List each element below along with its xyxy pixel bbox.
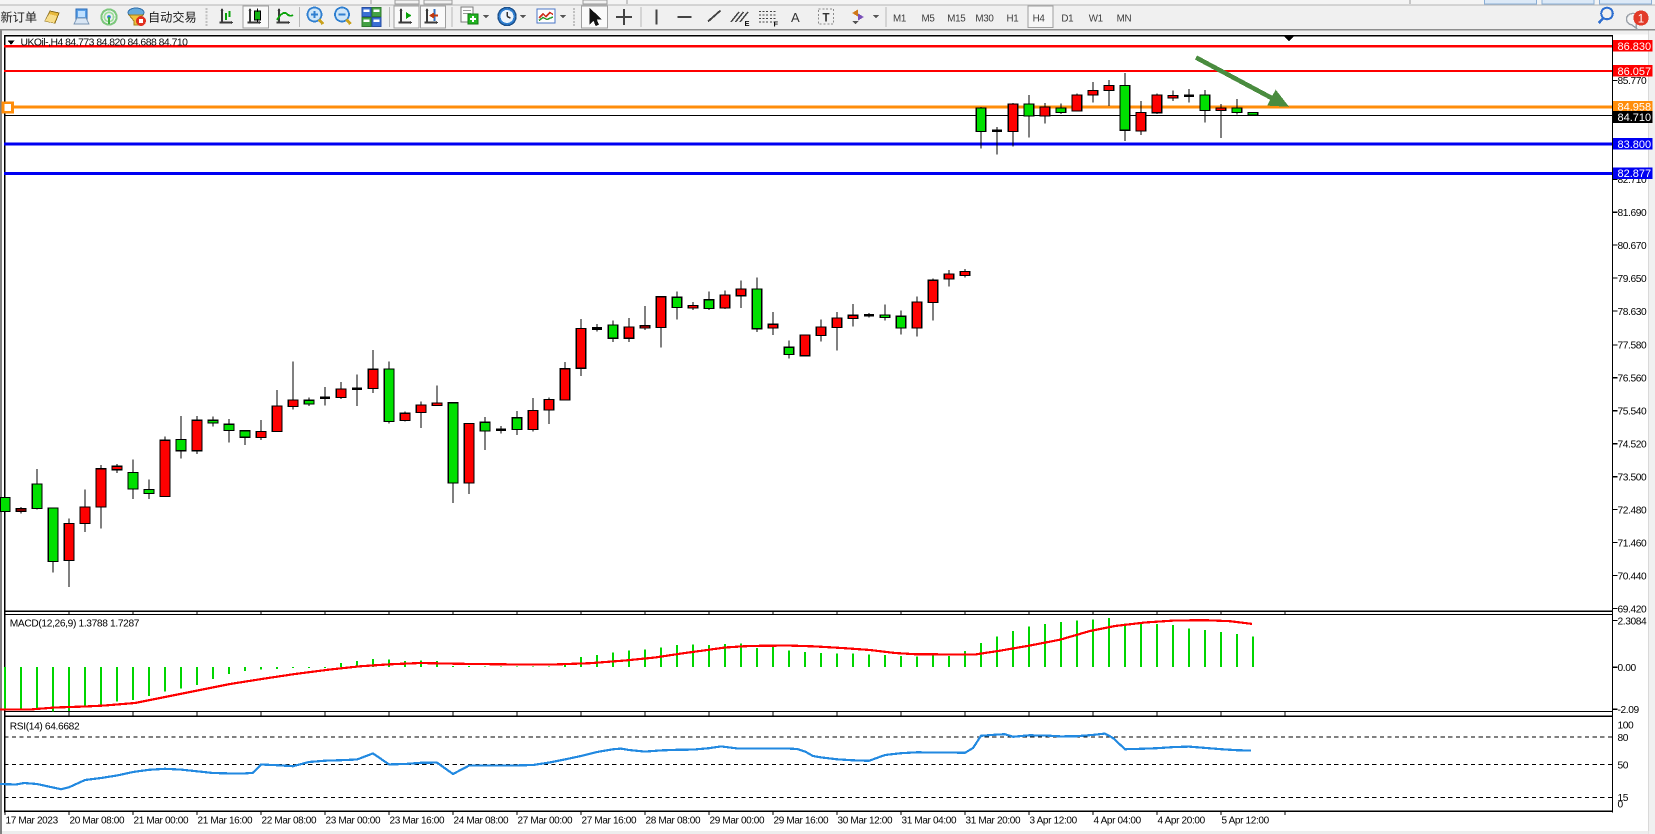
svg-text:4 Apr 20:00: 4 Apr 20:00 — [1158, 816, 1206, 827]
svg-text:79.650: 79.650 — [1618, 274, 1647, 285]
svg-text:D1: D1 — [1061, 13, 1073, 24]
svg-text:4 Apr 04:00: 4 Apr 04:00 — [1094, 816, 1142, 827]
svg-text:M5: M5 — [921, 13, 935, 24]
svg-text:75.540: 75.540 — [1618, 407, 1647, 418]
svg-text:84.710: 84.710 — [1618, 112, 1652, 124]
svg-text:自动交易: 自动交易 — [148, 10, 197, 25]
svg-text:-2.09: -2.09 — [1618, 705, 1640, 716]
svg-text:A: A — [791, 10, 800, 25]
svg-text:86.830: 86.830 — [1618, 41, 1652, 53]
svg-text:H4: H4 — [1033, 13, 1046, 24]
svg-text:70.440: 70.440 — [1618, 571, 1647, 582]
svg-text:UKOil-,H4 84.773 84.820 84.68: UKOil-,H4 84.773 84.820 84.688 84.710 — [21, 37, 189, 48]
svg-text:71.460: 71.460 — [1618, 538, 1647, 549]
svg-text:3 Apr 12:00: 3 Apr 12:00 — [1030, 816, 1078, 827]
svg-text:5 Apr 12:00: 5 Apr 12:00 — [1222, 816, 1270, 827]
svg-text:15: 15 — [1618, 793, 1629, 804]
svg-text:17 Mar 2023: 17 Mar 2023 — [6, 816, 59, 827]
svg-text:76.560: 76.560 — [1618, 374, 1647, 385]
svg-text:M1: M1 — [893, 13, 906, 24]
svg-text:0: 0 — [1618, 799, 1624, 810]
svg-text:MACD(12,26,9) 1.3788 1.7287: MACD(12,26,9) 1.3788 1.7287 — [10, 618, 140, 629]
svg-text:29 Mar 00:00: 29 Mar 00:00 — [710, 816, 766, 827]
svg-text:24 Mar 08:00: 24 Mar 08:00 — [454, 816, 510, 827]
svg-text:73.500: 73.500 — [1618, 473, 1647, 484]
svg-text:E: E — [745, 19, 750, 28]
svg-text:T: T — [823, 13, 830, 25]
svg-text:21 Mar 00:00: 21 Mar 00:00 — [134, 816, 190, 827]
svg-text:0.00: 0.00 — [1618, 663, 1637, 674]
svg-text:H1: H1 — [1007, 13, 1019, 24]
svg-text:1: 1 — [1638, 13, 1644, 25]
svg-text:23 Mar 16:00: 23 Mar 16:00 — [390, 816, 446, 827]
svg-text:M15: M15 — [947, 13, 966, 24]
svg-text:27 Mar 00:00: 27 Mar 00:00 — [518, 816, 574, 827]
svg-text:28 Mar 08:00: 28 Mar 08:00 — [646, 816, 702, 827]
svg-text:29 Mar 16:00: 29 Mar 16:00 — [774, 816, 830, 827]
svg-text:RSI(14) 64.6682: RSI(14) 64.6682 — [10, 722, 80, 733]
svg-text:80: 80 — [1618, 733, 1629, 744]
svg-text:27 Mar 16:00: 27 Mar 16:00 — [582, 816, 638, 827]
svg-text:F: F — [774, 20, 779, 29]
svg-text:21 Mar 16:00: 21 Mar 16:00 — [198, 816, 254, 827]
svg-text:82.710: 82.710 — [1618, 175, 1647, 186]
svg-text:86.057: 86.057 — [1618, 66, 1652, 78]
svg-text:72.480: 72.480 — [1618, 505, 1647, 516]
svg-text:100: 100 — [1618, 720, 1635, 731]
svg-text:80.670: 80.670 — [1618, 241, 1647, 252]
svg-text:31 Mar 04:00: 31 Mar 04:00 — [902, 816, 958, 827]
svg-text:85.770: 85.770 — [1618, 76, 1647, 87]
svg-text:22 Mar 08:00: 22 Mar 08:00 — [262, 816, 318, 827]
svg-text:20 Mar 08:00: 20 Mar 08:00 — [70, 816, 126, 827]
svg-text:78.630: 78.630 — [1618, 307, 1647, 318]
svg-text:新订单: 新订单 — [1, 10, 38, 25]
svg-text:69.420: 69.420 — [1618, 604, 1647, 615]
svg-text:23 Mar 00:00: 23 Mar 00:00 — [326, 816, 382, 827]
svg-text:74.520: 74.520 — [1618, 440, 1647, 451]
svg-text:77.580: 77.580 — [1618, 341, 1647, 352]
svg-text:82.877: 82.877 — [1618, 168, 1652, 180]
svg-text:30 Mar 12:00: 30 Mar 12:00 — [838, 816, 894, 827]
svg-text:2.3084: 2.3084 — [1618, 616, 1647, 627]
svg-text:83.800: 83.800 — [1618, 139, 1652, 151]
svg-text:84.958: 84.958 — [1618, 102, 1652, 114]
svg-text:81.690: 81.690 — [1618, 208, 1647, 219]
svg-text:W1: W1 — [1089, 13, 1103, 24]
svg-text:31 Mar 20:00: 31 Mar 20:00 — [966, 816, 1022, 827]
svg-text:M30: M30 — [975, 13, 994, 24]
svg-text:MN: MN — [1117, 13, 1132, 24]
svg-text:50: 50 — [1618, 760, 1629, 771]
